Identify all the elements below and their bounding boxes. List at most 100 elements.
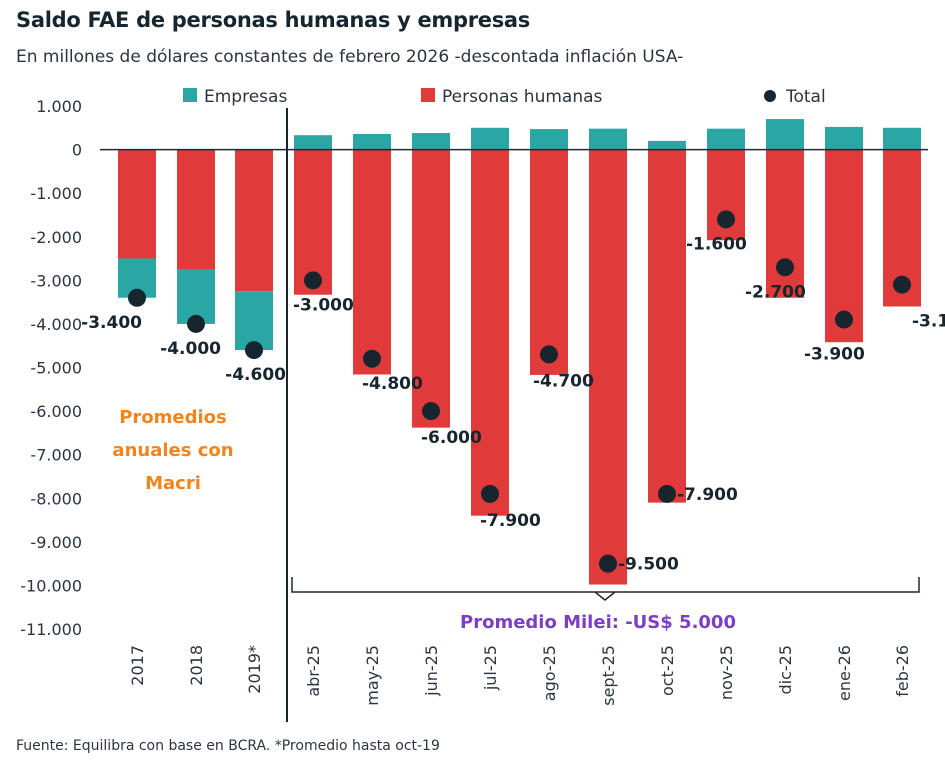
bar-empresas-sept-25: [589, 128, 627, 150]
bar-empresas-2018: [177, 269, 215, 324]
total-label-nov-25: -1.600: [686, 234, 747, 254]
bar-empresas-ago-25: [530, 129, 568, 150]
bar-personas-2017: [118, 149, 156, 259]
legend-swatch-personas: [421, 88, 435, 102]
x-tick-label: jun-25: [422, 645, 441, 697]
bar-personas-oct-25: [648, 149, 686, 503]
total-label-2017: -3.400: [81, 313, 142, 333]
macri-note-line: anuales con: [112, 440, 233, 461]
total-marker-feb-26: [893, 275, 911, 294]
y-axis: 1.000 0 -1.000 -2.000 -3.000 -4.000 -5.000 -6.0…: [20, 97, 82, 639]
milei-average-label: Promedio Milei: -US$ 5.000: [460, 612, 736, 633]
legend-label-2: Total: [785, 87, 826, 107]
y-tick-label: -10.000: [20, 576, 82, 595]
bar-empresas-nov-25: [707, 128, 745, 150]
total-marker-nov-25: [717, 210, 735, 229]
bar-empresas-jun-25: [412, 133, 450, 150]
total-marker-2018: [187, 314, 205, 333]
x-tick-label: 2018: [187, 645, 206, 686]
bar-personas-2018: [177, 149, 215, 270]
milei-bracket: [291, 577, 920, 593]
y-tick-label: -4.000: [30, 315, 82, 334]
x-tick-label: may-25: [363, 645, 382, 706]
total-label-feb-26: -3.100: [912, 312, 945, 332]
bar-empresas-abr-25: [294, 135, 332, 150]
total-label-2018: -4.000: [160, 339, 221, 359]
total-marker-dic-25: [776, 258, 794, 277]
x-tick-label: ene-26: [835, 645, 854, 701]
total-marker-jun-25: [422, 402, 440, 421]
total-marker-jul-25: [481, 484, 499, 503]
macri-note-line: Promedios: [119, 407, 227, 428]
x-tick-label: oct-25: [658, 645, 677, 696]
x-tick-label: jul-25: [481, 645, 500, 691]
total-label-sept-25: -9.500: [618, 555, 679, 575]
bar-personas-jun-25: [412, 149, 450, 428]
milei-bracket-tip: [594, 591, 616, 601]
axis-lines: [100, 108, 928, 722]
bar-empresas-2019*: [235, 291, 273, 351]
chart-title: Saldo FAE de personas humanas y empresas: [16, 8, 530, 32]
bar-personas-abr-25: [294, 149, 332, 295]
y-tick-label: -9.000: [30, 533, 82, 552]
total-label-oct-25: -7.900: [677, 485, 738, 505]
total-label-may-25: -4.800: [362, 374, 423, 394]
x-tick-label: dic-25: [776, 645, 795, 695]
legend-marker-total: [764, 90, 776, 102]
legend-label-0: Empresas: [204, 87, 287, 107]
total-label-ene-26: -3.900: [804, 345, 865, 365]
total-label-ago-25: -4.700: [533, 371, 594, 391]
x-tick-label: ago-25: [540, 645, 559, 701]
chart-subtitle: En millones de dólares constantes de feb…: [16, 47, 684, 67]
annotations: Promedio Milei: -US$ 5.000 Promedios anual…: [112, 407, 920, 633]
x-tick-label: sept-25: [599, 645, 618, 706]
bar-empresas-may-25: [353, 133, 391, 150]
y-tick-label: -5.000: [30, 359, 82, 378]
y-tick-label: 1.000: [36, 97, 82, 116]
y-tick-label: -3.000: [30, 271, 82, 290]
bars: [118, 119, 921, 585]
chart-source: Fuente: Equilibra con base en BCRA. *Pro…: [16, 738, 440, 754]
bar-personas-2019*: [235, 149, 273, 292]
legend: Empresas Personas humanas Total: [183, 87, 826, 107]
y-tick-label: -2.000: [30, 228, 82, 247]
total-marker-2019*: [245, 341, 263, 360]
legend-label-1: Personas humanas: [442, 87, 603, 107]
x-tick-label: 2019*: [245, 645, 264, 694]
y-tick-label: -11.000: [20, 620, 82, 639]
x-axis: 2017 2018 2019* abr-25 may-25 jun-25 jul-25 ago…: [128, 645, 912, 706]
total-marker-may-25: [363, 349, 381, 368]
bar-personas-sept-25: [589, 149, 627, 585]
bar-personas-ago-25: [530, 149, 568, 375]
total-label-2019*: -4.600: [225, 365, 286, 385]
y-tick-label: -8.000: [30, 489, 82, 508]
macri-note-line: Macri: [145, 473, 201, 494]
total-marker-2017: [128, 288, 146, 307]
y-tick-label: 0: [72, 141, 82, 160]
total-marker-oct-25: [658, 484, 676, 503]
total-marker-ago-25: [540, 345, 558, 364]
bar-personas-jul-25: [471, 149, 509, 516]
bar-personas-ene-26: [825, 149, 863, 343]
bar-empresas-ene-26: [825, 126, 863, 150]
x-tick-label: nov-25: [717, 645, 736, 700]
y-tick-label: -6.000: [30, 402, 82, 421]
total-label-dic-25: -2.700: [745, 282, 806, 302]
bar-empresas-dic-25: [766, 119, 804, 150]
x-tick-label: abr-25: [304, 645, 323, 697]
bar-personas-may-25: [353, 149, 391, 375]
bar-empresas-jul-25: [471, 127, 509, 150]
x-tick-label: feb-26: [893, 645, 912, 697]
total-marker-ene-26: [835, 310, 853, 329]
y-tick-label: -7.000: [30, 446, 82, 465]
total-marker-abr-25: [304, 271, 322, 290]
bar-empresas-feb-26: [883, 127, 921, 150]
y-tick-label: -1.000: [30, 184, 82, 203]
bar-empresas-oct-25: [648, 140, 686, 150]
total-label-abr-25: -3.000: [293, 295, 354, 315]
total-markers: -3.400 -4.000-4.600 -3.000 -4.800 -6.000 -7.9…: [81, 210, 945, 575]
total-marker-sept-25: [599, 554, 617, 573]
legend-swatch-empresas: [183, 88, 197, 102]
x-tick-label: 2017: [128, 645, 147, 686]
